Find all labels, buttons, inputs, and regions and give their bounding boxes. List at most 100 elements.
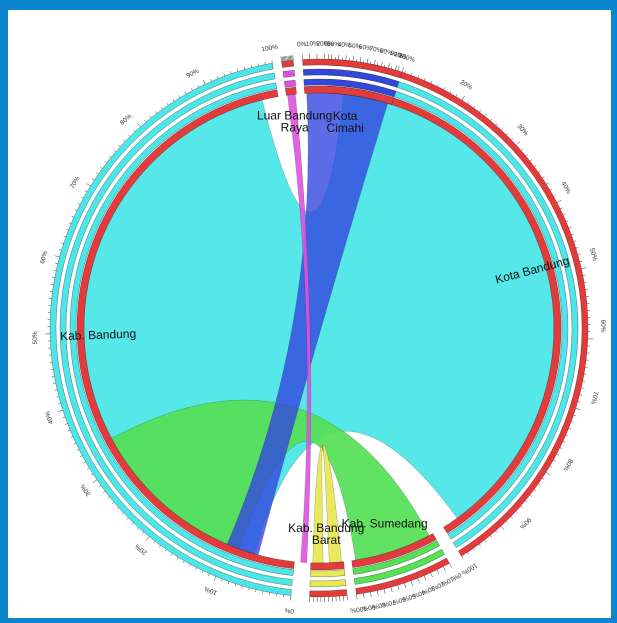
tick-label-kota-bandung: 100% (460, 561, 478, 576)
segment-arc-kab-sumedang (352, 540, 440, 575)
tick-kota-bandung (573, 414, 576, 417)
tick-kab-bandung (262, 591, 264, 594)
tick-kota-bandung (549, 188, 553, 191)
tick-luar-bandung-raya (284, 56, 286, 62)
segment-ring2-kota-cimahi (302, 58, 403, 79)
tick-kab-bandung (71, 215, 74, 218)
tick-kab-sumedang (449, 563, 453, 568)
tick-kota-bandung (559, 447, 563, 449)
tick-label-kab-sumedang: 30% (421, 584, 436, 596)
tick-kota-bandung (461, 555, 464, 559)
tick-kab-sumedang (423, 575, 427, 581)
segment-ring1-kota-bandung (327, 69, 579, 548)
tick-kota-bandung (553, 194, 556, 197)
tick-label-kota-cimahi: 60% (358, 44, 372, 53)
tick-kab-bandung (178, 95, 181, 98)
tick-kab-bandung (182, 560, 185, 564)
tick-kab-bandung (53, 382, 56, 384)
segment-ring2-luar-bandung-raya (281, 60, 294, 68)
tick-kab-bandung (108, 155, 112, 158)
tick-luar-bandung-raya (280, 56, 282, 62)
tick-kota-bandung (533, 489, 537, 492)
segment-ring2-kab-bandung-barat (309, 589, 348, 598)
tick-kota-cimahi (352, 56, 354, 62)
segment-ring1-kab-bandung (59, 72, 293, 586)
tick-kab-sumedang (376, 590, 379, 596)
segment-inner-arc-kota-bandung (327, 85, 562, 534)
tick-kota-bandung (577, 254, 581, 256)
tick-kota-bandung (516, 141, 521, 146)
segment-label-kota-cimahi: Cimahi (326, 121, 363, 135)
tick-kab-bandung (83, 461, 86, 464)
tick-label-kab-sumedang: 60% (392, 595, 407, 605)
tick-kota-bandung (562, 440, 566, 443)
tick-kab-bandung (234, 583, 236, 587)
tick-kab-bandung (76, 449, 80, 451)
tick-kota-bandung (437, 84, 439, 87)
tick-kota-bandung (545, 471, 551, 476)
tick-kab-sumedang (410, 580, 413, 586)
tick-label-kab-sumedang: 40% (411, 588, 426, 599)
tick-kab-bandung (160, 107, 163, 110)
tick-kota-cimahi (401, 67, 404, 73)
tick-kab-bandung (73, 442, 76, 445)
tick-label-kota-bandung: 70% (589, 390, 599, 405)
tick-kota-bandung (575, 247, 579, 249)
tick-kota-bandung (500, 526, 505, 531)
segment-label-luar-bandung-raya: Luar Bandung (257, 109, 332, 123)
tick-kab-bandung (63, 235, 67, 238)
tick-label-kota-cimahi: 0% (297, 41, 307, 49)
segment-arc-kota-bandung (327, 78, 569, 540)
tick-kota-bandung (553, 459, 556, 462)
tick-kab-bandung (126, 517, 129, 520)
tick-kab-bandung (77, 203, 81, 205)
tick-label-kab-sumedang: 20% (430, 580, 445, 592)
tick-kab-bandung (201, 570, 204, 574)
tick-kota-bandung (490, 118, 493, 121)
tick-kab-bandung (61, 242, 64, 244)
tick-kota-bandung (542, 176, 545, 179)
tick-kota-bandung (568, 227, 572, 229)
tick-luar-bandung-raya (281, 56, 283, 62)
tick-kab-sumedang (390, 587, 393, 593)
tick-kab-bandung (153, 540, 156, 544)
tick-kota-cimahi (394, 65, 397, 71)
tick-kota-bandung (390, 66, 393, 69)
tick-kab-bandung (62, 416, 66, 418)
tick-kota-bandung (579, 260, 583, 263)
tick-kab-bandung (53, 269, 57, 271)
tick-kab-bandung (191, 88, 193, 91)
tick-luar-bandung-raya (286, 55, 288, 61)
tick-kota-bandung (506, 133, 509, 136)
tick-kota-bandung (563, 213, 566, 216)
tick-kab-bandung (227, 581, 230, 584)
tick-kab-bandung (123, 139, 126, 142)
tick-kota-bandung (520, 505, 523, 508)
tick-kab-bandung (58, 403, 61, 405)
tick-label-kab-sumedang: 70% (382, 598, 397, 608)
segment-inner-arc-kab-sumedang (351, 533, 437, 568)
tick-kab-bandung (81, 196, 84, 199)
tick-luar-bandung-raya (291, 55, 293, 61)
tick-kab-bandung (55, 263, 58, 265)
tick-label-kab-bandung: 30% (79, 482, 92, 497)
tick-kota-bandung (538, 170, 541, 173)
tick-kab-bandung (59, 249, 62, 251)
segment-ring1-kota-cimahi (303, 68, 400, 88)
tick-label-kab-bandung: 0% (284, 606, 294, 614)
tick-kota-bandung (467, 101, 470, 105)
tick-kab-bandung (208, 573, 210, 577)
tick-kota-bandung (556, 200, 562, 203)
tick-kab-sumedang (370, 592, 372, 598)
tick-kab-sumedang (363, 593, 365, 599)
tick-label-kota-cimahi: 70% (369, 45, 383, 55)
tick-kab-bandung (58, 409, 63, 412)
tick-kota-bandung (511, 138, 514, 141)
tick-kab-bandung (290, 595, 292, 601)
tick-label-kab-bandung: 20% (134, 542, 149, 556)
segment-label-kab-sumedang: Kab. Sumedang (342, 516, 428, 530)
segment-inner-arc-kab-bandung (76, 89, 295, 569)
segment-label-kab-bandung-barat: Kab. Bandung (288, 521, 364, 535)
tick-kota-cimahi (359, 57, 362, 63)
tick-kab-sumedang (397, 585, 400, 591)
